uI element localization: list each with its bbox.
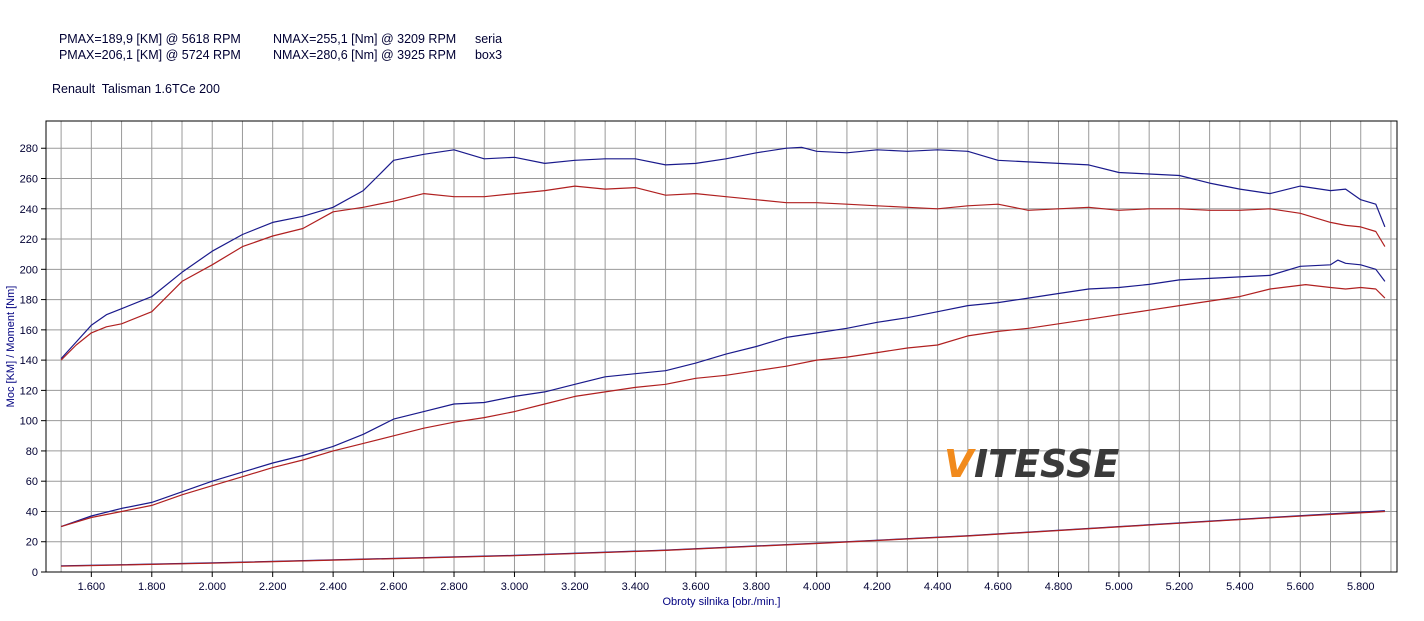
x-tick-label: 5.200 — [1166, 581, 1194, 593]
plot-frame — [45, 120, 1398, 573]
series-label-line-1: seria — [468, 18, 502, 46]
y-tick-label: 160 — [20, 325, 38, 337]
x-axis: 1.600 1.800 2.000 2.200 2.400 2.600 2.800 3.000… — [78, 572, 1375, 593]
y-tick-label: 40 — [26, 506, 38, 518]
series-box3-torque-line — [60, 146, 1386, 360]
x-tick-label: 5.600 — [1287, 581, 1315, 593]
logo-first-letter: V — [944, 442, 976, 486]
x-tick-label: 3.600 — [682, 581, 710, 593]
chart-curves — [60, 146, 1386, 567]
x-tick-label: 2.400 — [319, 581, 347, 593]
x-tick-label: 4.200 — [863, 581, 891, 593]
x-tick-label: 3.400 — [622, 581, 650, 593]
x-tick-label: 3.000 — [501, 581, 529, 593]
y-tick-label: 120 — [20, 385, 38, 397]
y-tick-label: 80 — [26, 446, 38, 458]
pmax-text-2: PMAX=206,1 [KM] @ 5724 RPM — [58, 48, 241, 62]
series-label-1: seria — [474, 32, 503, 46]
nmax-line-1: NMAX=255,1 [Nm] @ 3209 RPM — [266, 18, 456, 46]
vitesse-logo: V ITESSE — [944, 442, 1119, 486]
vehicle-name: Renault Talisman 1.6TCe 200 — [52, 82, 220, 96]
x-tick-label: 5.000 — [1105, 581, 1133, 593]
y-tick-label: 140 — [20, 355, 38, 367]
x-tick-label: 1.600 — [78, 581, 106, 593]
y-tick-label: 0 — [32, 567, 38, 579]
y-axis: 0 20 40 60 80 100 120 140 160 180 200 220 240 260 280 — [20, 143, 46, 579]
x-tick-label: 4.600 — [984, 581, 1012, 593]
x-tick-label: 2.200 — [259, 581, 287, 593]
x-tick-label: 4.400 — [924, 581, 952, 593]
series-box3-loss-line — [61, 510, 1385, 567]
logo-rest-letters: ITESSE — [974, 442, 1119, 486]
nmax-text-2: NMAX=280,6 [Nm] @ 3925 RPM — [272, 48, 457, 62]
y-tick-label: 180 — [20, 295, 38, 307]
y-axis-label: Moc [KM] / Moment [Nm] — [5, 286, 17, 408]
x-tick-label: 4.000 — [803, 581, 831, 593]
series-seria-power-line — [60, 284, 1386, 528]
x-tick-label: 2.800 — [440, 581, 468, 593]
series-label-line-2: box3 — [468, 34, 502, 62]
header-line-2: PMAX=206,1 [KM] @ 5724 RPM — [52, 34, 241, 62]
y-tick-label: 60 — [26, 476, 38, 488]
x-tick-label: 4.800 — [1045, 581, 1073, 593]
y-tick-label: 280 — [20, 143, 38, 155]
x-tick-label: 5.800 — [1347, 581, 1375, 593]
y-tick-label: 220 — [20, 234, 38, 246]
series-seria-loss-line — [61, 510, 1385, 567]
series-box3-power-line — [60, 259, 1386, 528]
y-tick-label: 260 — [20, 174, 38, 186]
y-tick-label: 100 — [20, 416, 38, 428]
x-tick-label: 5.400 — [1226, 581, 1254, 593]
x-tick-label: 2.000 — [198, 581, 226, 593]
header-line-1: PMAX=189,9 [KM] @ 5618 RPM — [52, 18, 241, 46]
y-tick-label: 200 — [20, 264, 38, 276]
x-axis-label: Obroty silnika [obr./min.] — [663, 596, 781, 608]
chart-grid — [46, 121, 1397, 572]
pmax-text-1: PMAX=189,9 [KM] @ 5618 RPM — [58, 32, 241, 46]
y-tick-label: 240 — [20, 204, 38, 216]
x-tick-label: 3.800 — [742, 581, 770, 593]
nmax-text-1: NMAX=255,1 [Nm] @ 3209 RPM — [272, 32, 457, 46]
series-seria-torque-line — [60, 185, 1386, 361]
series-label-2: box3 — [474, 48, 503, 62]
nmax-line-2: NMAX=280,6 [Nm] @ 3925 RPM — [266, 34, 456, 62]
x-tick-label: 3.200 — [561, 581, 589, 593]
y-tick-label: 20 — [26, 537, 38, 549]
x-tick-label: 1.800 — [138, 581, 166, 593]
x-tick-label: 2.600 — [380, 581, 408, 593]
